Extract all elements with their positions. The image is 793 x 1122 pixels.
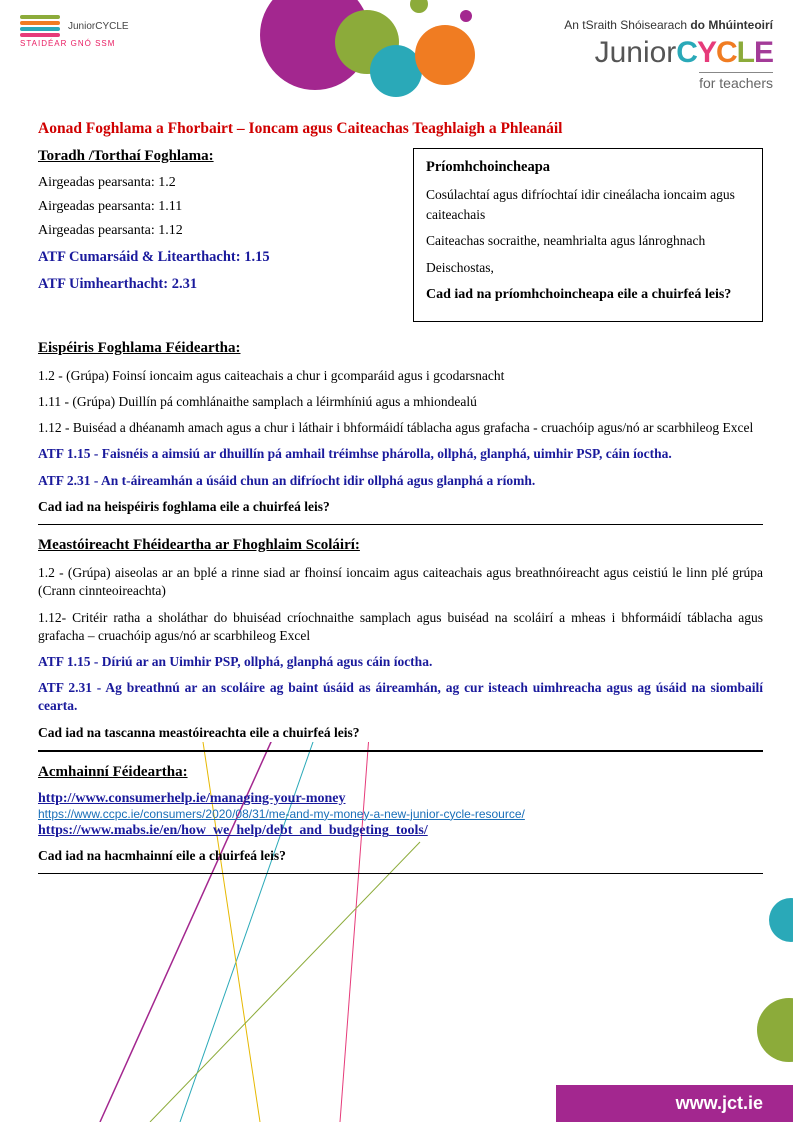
- assess-question: Cad iad na tascanna meastóireachta eile …: [38, 724, 763, 742]
- res-question: Cad iad na hacmhainní eile a chuirfeá le…: [38, 847, 763, 865]
- assess-atf: ATF 1.15 - Díriú ar an Uimhir PSP, ollph…: [38, 653, 763, 671]
- outcome-line: Airgeadas pearsanta: 1.11: [38, 199, 388, 215]
- assessment-section: Meastóireacht Fhéideartha ar Fhoghlaim S…: [38, 537, 763, 752]
- page-title: Aonad Foghlama a Fhorbairt – Ioncam agus…: [38, 120, 763, 138]
- exp-p: 1.12 - Buiséad a dhéanamh amach agus a c…: [38, 419, 763, 437]
- keybox-p: Caiteachas socraithe, neamhrialta agus l…: [426, 231, 750, 251]
- keybox-p: Cosúlachtaí agus difríochtaí idir cineál…: [426, 185, 750, 226]
- assess-p: 1.12- Critéir ratha a sholáthar do bhuis…: [38, 609, 763, 645]
- outcomes-col: Toradh /Torthaí Foghlama: Airgeadas pear…: [38, 148, 388, 303]
- logo-bars: [20, 15, 60, 37]
- res-heading: Acmhainní Féideartha:: [38, 764, 763, 781]
- outcome-line: Airgeadas pearsanta: 1.2: [38, 175, 388, 191]
- logo-main: JuniorCYCLE: [564, 36, 773, 70]
- logo-left-text: JuniorCYCLE: [68, 21, 129, 32]
- atf-line: ATF Uimhearthacht: 2.31: [38, 276, 388, 293]
- assess-atf: ATF 2.31 - Ag breathnú ar an scoláire ag…: [38, 679, 763, 715]
- outcomes-heading: Toradh /Torthaí Foghlama:: [38, 148, 388, 165]
- page-header: JuniorCYCLE STAIDÉAR GNÓ SSM An tSraith …: [0, 0, 793, 105]
- logo-left: JuniorCYCLE STAIDÉAR GNÓ SSM: [20, 15, 190, 75]
- footer-url: www.jct.ie: [556, 1085, 793, 1122]
- experiences-section: Eispéiris Foghlama Féideartha: 1.2 - (Gr…: [38, 340, 763, 525]
- exp-question: Cad iad na heispéiris foghlama eile a ch…: [38, 498, 763, 516]
- exp-p: 1.2 - (Grúpa) Foinsí ioncaim agus caitea…: [38, 367, 763, 385]
- keybox-heading: Príomhchoincheapa: [426, 157, 750, 179]
- logo-cycle: CYCLE: [676, 36, 773, 69]
- assess-heading: Meastóireacht Fhéideartha ar Fhoghlaim S…: [38, 537, 763, 554]
- outcome-line: Airgeadas pearsanta: 1.12: [38, 223, 388, 239]
- assess-p: 1.2 - (Grúpa) aiseolas ar an bplé a rinn…: [38, 564, 763, 600]
- header-right: An tSraith Shóisearach do Mhúinteoirí Ju…: [564, 18, 773, 93]
- exp-p: 1.11 - (Grúpa) Duillín pá comhlánaithe s…: [38, 393, 763, 411]
- divider-thick: [38, 750, 763, 752]
- keybox-question: Cad iad na príomhchoincheapa eile a chui…: [426, 284, 750, 305]
- keybox-p: Deischostas,: [426, 258, 750, 278]
- exp-atf: ATF 2.31 - An t-áireamhán a úsáid chun a…: [38, 472, 763, 490]
- logo-left-sub: STAIDÉAR GNÓ SSM: [20, 39, 190, 48]
- exp-atf: ATF 1.15 - Faisnéis a aimsiú ar dhuillín…: [38, 445, 763, 463]
- divider: [38, 873, 763, 874]
- outcomes-row: Toradh /Torthaí Foghlama: Airgeadas pear…: [38, 148, 763, 322]
- exp-heading: Eispéiris Foghlama Féideartha:: [38, 340, 763, 357]
- resource-link[interactable]: https://www.ccpc.ie/consumers/2020/08/31…: [38, 807, 525, 821]
- main-content: Aonad Foghlama a Fhorbairt – Ioncam agus…: [0, 120, 793, 874]
- logo-subtitle: for teachers: [699, 72, 773, 91]
- resources-section: Acmhainní Féideartha: http://www.consume…: [38, 764, 763, 874]
- key-concepts-box: Príomhchoincheapa Cosúlachtaí agus difrí…: [413, 148, 763, 322]
- divider: [38, 524, 763, 525]
- atf-line: ATF Cumarsáid & Litearthacht: 1.15: [38, 249, 388, 266]
- resource-link[interactable]: http://www.consumerhelp.ie/managing-your…: [38, 791, 345, 806]
- resource-link[interactable]: https://www.mabs.ie/en/how_we_help/debt_…: [38, 823, 428, 838]
- header-tagline: An tSraith Shóisearach do Mhúinteoirí: [564, 18, 773, 32]
